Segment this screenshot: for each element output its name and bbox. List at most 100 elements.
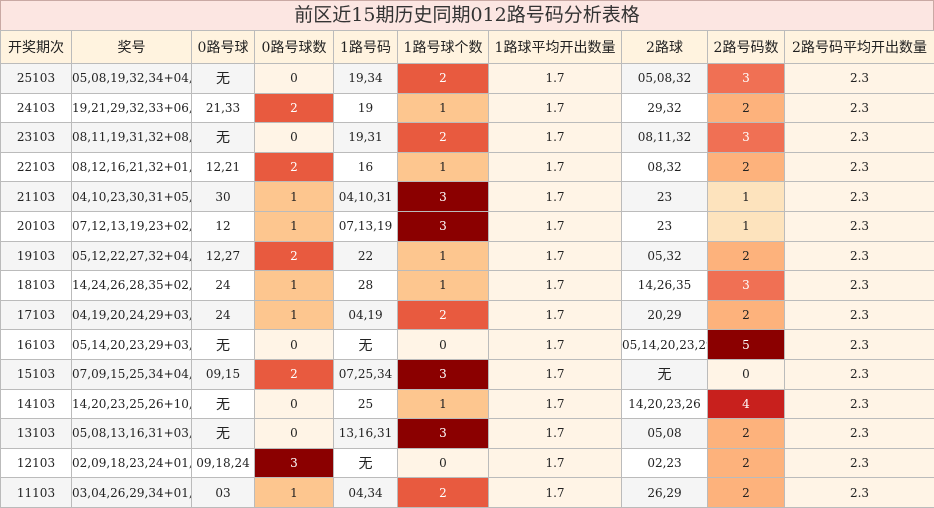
r2-avg-cell: 2.3 [785,182,934,212]
col-header-r2-count: 2路号码数 [708,31,785,64]
r2-avg-cell: 2.3 [785,64,934,94]
r1-count-cell: 3 [398,182,489,212]
r0-cell: 21,33 [192,93,255,123]
r1-avg-cell: 1.7 [489,359,622,389]
numbers-cell: 14,20,23,25,26+10,12 [72,389,192,419]
r0-cell: 03 [192,478,255,508]
numbers-cell: 05,14,20,23,29+03,11 [72,330,192,360]
table-body: 2510305,08,19,32,34+04,05无019,3421.705,0… [1,64,934,508]
col-header-numbers: 奖号 [72,31,192,64]
period-cell: 21103 [1,182,72,212]
r0-cell: 30 [192,182,255,212]
table-row: 2410319,21,29,32,33+06,0821,3321911.729,… [1,93,934,123]
r2-cell: 23 [622,211,708,241]
r2-avg-cell: 2.3 [785,330,934,360]
table-row: 1810314,24,26,28,35+02,032412811.714,26,… [1,271,934,301]
r1-avg-cell: 1.7 [489,419,622,449]
r2-count-cell: 2 [708,478,785,508]
r2-avg-cell: 2.3 [785,93,934,123]
r1-count-cell: 1 [398,241,489,271]
r2-count-cell: 1 [708,211,785,241]
r2-cell: 20,29 [622,300,708,330]
table-row: 2510305,08,19,32,34+04,05无019,3421.705,0… [1,64,934,94]
period-cell: 15103 [1,359,72,389]
table-row: 1510307,09,15,25,34+04,1009,15207,25,343… [1,359,934,389]
numbers-cell: 05,08,19,32,34+04,05 [72,64,192,94]
numbers-cell: 04,10,23,30,31+05,11 [72,182,192,212]
numbers-cell: 02,09,18,23,24+01,04 [72,448,192,478]
r1-avg-cell: 1.7 [489,211,622,241]
r1-count-cell: 2 [398,478,489,508]
r1-cell: 无 [334,330,398,360]
col-header-r0: 0路号球 [192,31,255,64]
r1-avg-cell: 1.7 [489,271,622,301]
r1-cell: 25 [334,389,398,419]
numbers-cell: 08,11,19,31,32+08,11 [72,123,192,153]
table-row: 2110304,10,23,30,31+05,1130104,10,3131.7… [1,182,934,212]
r2-cell: 无 [622,359,708,389]
r1-count-cell: 1 [398,93,489,123]
numbers-cell: 14,24,26,28,35+02,03 [72,271,192,301]
r1-avg-cell: 1.7 [489,300,622,330]
r0-count-cell: 0 [255,330,334,360]
r0-count-cell: 1 [255,271,334,301]
r0-cell: 无 [192,330,255,360]
r0-count-cell: 2 [255,241,334,271]
r0-cell: 09,18,24 [192,448,255,478]
r1-count-cell: 2 [398,123,489,153]
r1-avg-cell: 1.7 [489,389,622,419]
col-header-r2: 2路球 [622,31,708,64]
period-cell: 13103 [1,419,72,449]
r0-cell: 12,21 [192,152,255,182]
r2-count-cell: 0 [708,359,785,389]
r1-count-cell: 0 [398,330,489,360]
col-header-r2-avg: 2路号码平均开出数量 [785,31,934,64]
r2-count-cell: 5 [708,330,785,360]
numbers-cell: 05,12,22,27,32+04,07 [72,241,192,271]
r2-count-cell: 2 [708,152,785,182]
r1-avg-cell: 1.7 [489,64,622,94]
r1-count-cell: 2 [398,300,489,330]
r1-cell: 19,31 [334,123,398,153]
r2-avg-cell: 2.3 [785,123,934,153]
r1-cell: 04,19 [334,300,398,330]
r2-cell: 14,20,23,26 [622,389,708,419]
r0-count-cell: 1 [255,478,334,508]
r2-avg-cell: 2.3 [785,271,934,301]
r0-count-cell: 1 [255,182,334,212]
r0-count-cell: 0 [255,419,334,449]
r1-avg-cell: 1.7 [489,330,622,360]
r0-count-cell: 2 [255,152,334,182]
numbers-cell: 03,04,26,29,34+01,03 [72,478,192,508]
r1-count-cell: 2 [398,64,489,94]
r0-cell: 无 [192,64,255,94]
period-cell: 20103 [1,211,72,241]
r0-count-cell: 2 [255,359,334,389]
r1-avg-cell: 1.7 [489,241,622,271]
period-cell: 14103 [1,389,72,419]
r2-count-cell: 2 [708,93,785,123]
r2-avg-cell: 2.3 [785,211,934,241]
r2-cell: 26,29 [622,478,708,508]
r1-cell: 19 [334,93,398,123]
r2-avg-cell: 2.3 [785,389,934,419]
r1-avg-cell: 1.7 [489,93,622,123]
r2-count-cell: 2 [708,241,785,271]
r2-avg-cell: 2.3 [785,419,934,449]
r2-cell: 05,08,32 [622,64,708,94]
r0-count-cell: 3 [255,448,334,478]
r0-cell: 无 [192,389,255,419]
table-row: 1110303,04,26,29,34+01,0303104,3421.726,… [1,478,934,508]
r1-count-cell: 1 [398,152,489,182]
table-row: 2210308,12,16,21,32+01,1212,2121611.708,… [1,152,934,182]
table-row: 1310305,08,13,16,31+03,09无013,16,3131.70… [1,419,934,449]
table-row: 1210302,09,18,23,24+01,0409,18,243无01.70… [1,448,934,478]
r0-count-cell: 0 [255,64,334,94]
r1-cell: 07,13,19 [334,211,398,241]
r0-count-cell: 1 [255,211,334,241]
col-header-period: 开奖期次 [1,31,72,64]
r1-cell: 16 [334,152,398,182]
period-cell: 23103 [1,123,72,153]
numbers-cell: 07,12,13,19,23+02,08 [72,211,192,241]
